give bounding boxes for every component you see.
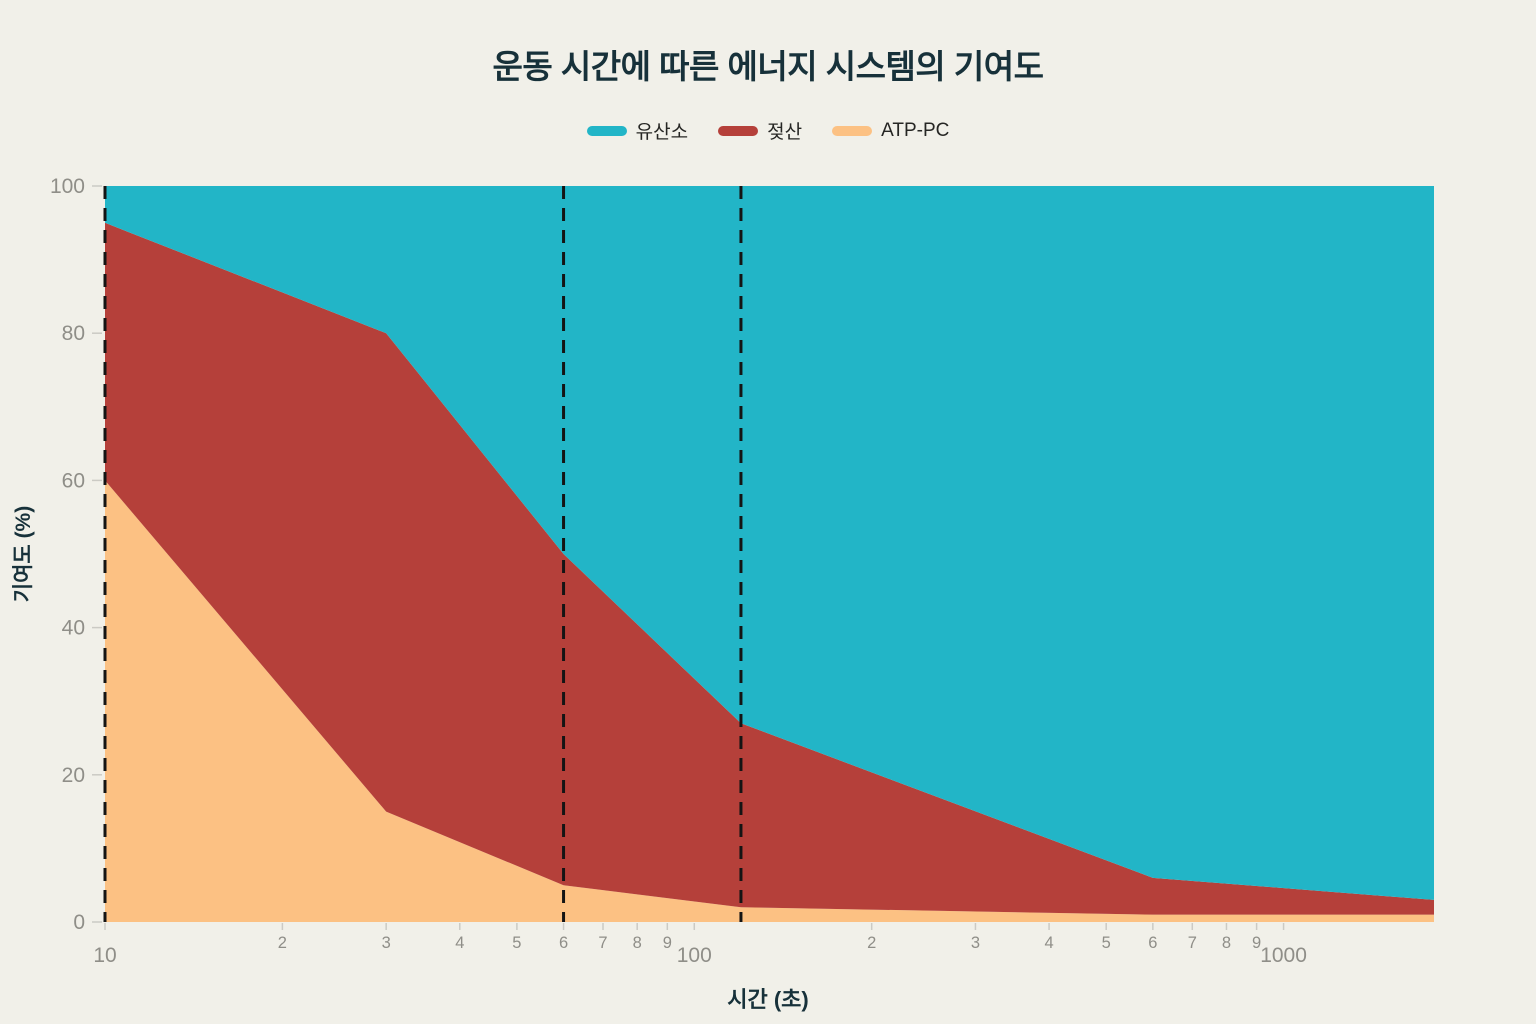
legend-label-aerobic: 유산소 bbox=[635, 122, 689, 143]
x-tick-label: 5 bbox=[512, 934, 521, 952]
x-tick-label: 6 bbox=[559, 934, 568, 952]
x-tick-label: 7 bbox=[1188, 934, 1197, 952]
x-tick-label: 4 bbox=[1044, 934, 1053, 952]
legend-swatch-aerobic-icon bbox=[586, 125, 627, 136]
x-tick-label: 7 bbox=[598, 934, 607, 952]
area-series-1-젖산 bbox=[105, 222, 1434, 915]
x-tick-label: 3 bbox=[971, 934, 980, 952]
legend: 유산소 젖산 ATP-PC bbox=[0, 117, 1536, 144]
x-tick-label: 2 bbox=[278, 934, 287, 952]
x-tick-label: 8 bbox=[633, 934, 642, 952]
legend-item-atp-pc[interactable]: ATP-PC bbox=[832, 120, 949, 142]
area-series-0-ATP-PC bbox=[105, 480, 1434, 922]
y-tick-label: 100 bbox=[50, 175, 85, 198]
legend-item-aerobic[interactable]: 유산소 bbox=[586, 117, 689, 144]
x-tick-label: 1000 bbox=[1260, 944, 1307, 967]
y-axis-title: 기여도 (%) bbox=[12, 505, 35, 603]
y-tick-label: 60 bbox=[62, 469, 85, 492]
x-tick-label: 100 bbox=[677, 944, 712, 967]
x-tick-label: 3 bbox=[382, 934, 391, 952]
x-tick-label: 6 bbox=[1148, 934, 1157, 952]
legend-label-lactic: 젖산 bbox=[767, 122, 803, 143]
legend-swatch-lactic-icon bbox=[718, 125, 759, 136]
y-tick-label: 40 bbox=[62, 617, 85, 640]
chart-title: 운동 시간에 따른 에너지 시스템의 기여도 bbox=[492, 48, 1044, 85]
x-tick-label: 5 bbox=[1102, 934, 1111, 952]
area-series-2-유산소 bbox=[105, 186, 1434, 900]
x-tick-label: 8 bbox=[1222, 934, 1231, 952]
x-tick-label: 2 bbox=[867, 934, 876, 952]
legend-label-atp-pc: ATP-PC bbox=[881, 119, 950, 141]
x-tick-label: 9 bbox=[1252, 934, 1261, 952]
legend-item-lactic[interactable]: 젖산 bbox=[718, 117, 802, 144]
x-tick-label: 10 bbox=[93, 944, 116, 967]
x-axis-title: 시간 (초) bbox=[727, 987, 809, 1012]
legend-swatch-atp-pc-icon bbox=[832, 125, 873, 136]
y-tick-label: 0 bbox=[73, 911, 85, 934]
y-tick-label: 80 bbox=[62, 322, 85, 345]
x-tick-label: 9 bbox=[663, 934, 672, 952]
x-tick-label: 4 bbox=[455, 934, 464, 952]
y-tick-label: 20 bbox=[62, 764, 85, 787]
